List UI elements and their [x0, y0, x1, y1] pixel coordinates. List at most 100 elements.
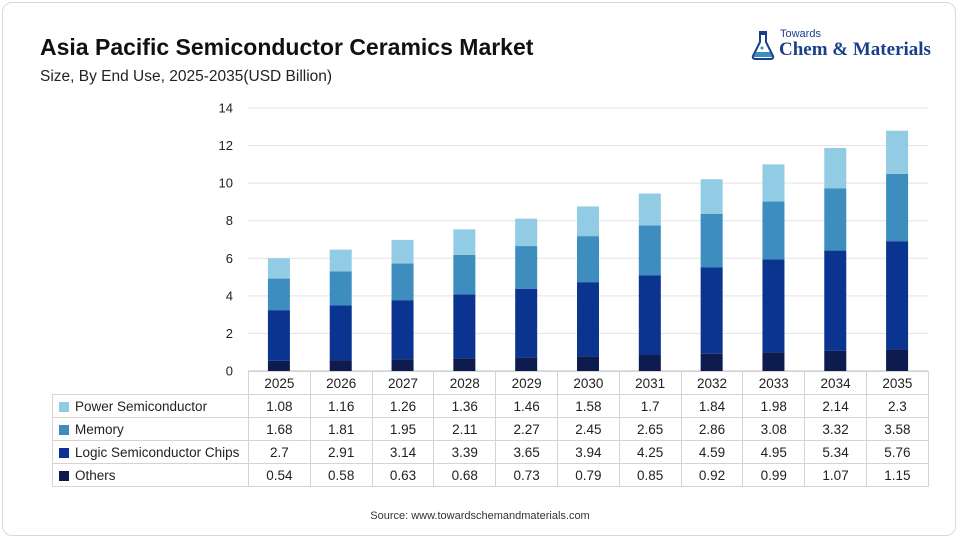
data-label: 0.54: [248, 463, 311, 487]
bar-segment: [824, 250, 847, 351]
x-tick-label: 2026: [309, 371, 373, 395]
data-label: 1.15: [865, 463, 929, 487]
x-tick-label: 2031: [618, 371, 682, 395]
bar-segment: [329, 271, 352, 306]
data-label: 3.65: [495, 440, 558, 464]
data-label: 2.11: [433, 417, 497, 441]
bar-segment: [886, 349, 909, 371]
data-label: 1.98: [742, 394, 806, 418]
chart-title: Asia Pacific Semiconductor Ceramics Mark…: [40, 34, 534, 60]
flask-icon: [751, 31, 775, 60]
data-label: 0.85: [618, 463, 682, 487]
bar-segment: [638, 193, 661, 226]
bar-segment: [515, 218, 538, 247]
bar-segment: [886, 241, 909, 350]
table-corner: [52, 371, 249, 395]
x-tick-label: 2035: [865, 371, 929, 395]
legend-entry: Logic Semiconductor Chips: [52, 440, 249, 464]
y-tick-label: 14: [219, 101, 233, 116]
bar-segment: [700, 213, 723, 268]
data-label: 5.76: [865, 440, 929, 464]
data-label: 4.25: [618, 440, 682, 464]
data-label: 2.3: [865, 394, 929, 418]
data-label: 1.26: [371, 394, 435, 418]
data-label: 0.79: [556, 463, 620, 487]
x-tick-label: 2029: [495, 371, 558, 395]
brand-logo: Towards Chem & Materials: [750, 28, 940, 68]
bar-segment: [453, 358, 476, 371]
data-label: 0.68: [433, 463, 497, 487]
y-tick-label: 2: [226, 326, 233, 341]
bar-segment: [638, 225, 661, 276]
legend-swatch: [59, 424, 69, 435]
data-label: 2.27: [495, 417, 558, 441]
bar-segment: [762, 352, 785, 371]
bar-segment: [391, 359, 414, 371]
y-tick-label: 8: [226, 213, 233, 228]
bar-segment: [329, 360, 352, 371]
table-header-row: 2025 2026 2027 2028 2029 2030 2031 2032 2033 2034…: [52, 371, 929, 395]
bar-segment: [700, 179, 723, 214]
data-label: 3.14: [371, 440, 435, 464]
bar-segment: [391, 300, 414, 360]
bar-segment: [453, 254, 476, 295]
data-label: 0.92: [680, 463, 744, 487]
data-label: 5.34: [804, 440, 867, 464]
bar-segment: [762, 201, 785, 260]
data-label: 1.68: [248, 417, 311, 441]
table-body: Power Semiconductor 1.08 1.16 1.26 1.36 1.46 1…: [52, 394, 929, 487]
data-label: 2.45: [556, 417, 620, 441]
bar-segment: [700, 353, 723, 371]
y-tick-label: 6: [226, 251, 233, 266]
data-label: 1.95: [371, 417, 435, 441]
bar-segment: [824, 148, 847, 189]
x-tick-label: 2034: [804, 371, 867, 395]
data-label: 1.7: [618, 394, 682, 418]
data-label: 2.86: [680, 417, 744, 441]
logo-line1: Towards: [780, 28, 821, 40]
bar-segment: [267, 360, 290, 371]
bar-segment: [577, 236, 599, 283]
y-tick-label: 10: [219, 176, 233, 191]
data-table: 2025 2026 2027 2028 2029 2030 2031 2032 2033 2034…: [52, 371, 929, 487]
data-label: 1.07: [804, 463, 867, 487]
data-label: 0.99: [742, 463, 806, 487]
bar-segment: [515, 246, 538, 289]
x-tick-label: 2027: [371, 371, 435, 395]
bar-segment: [267, 258, 290, 279]
legend-entry: Power Semiconductor: [52, 394, 249, 418]
bar-segment: [453, 294, 476, 359]
bar-segment: [515, 288, 538, 358]
bar-segment: [824, 188, 847, 251]
data-label: 0.73: [495, 463, 558, 487]
data-label: 1.81: [309, 417, 373, 441]
series-name: Memory: [75, 421, 124, 437]
x-tick-label: 2033: [742, 371, 806, 395]
data-label: 1.36: [433, 394, 497, 418]
bar-segment: [391, 239, 414, 264]
bar-segment: [577, 206, 599, 237]
bar-segment: [577, 282, 599, 357]
series-name: Power Semiconductor: [75, 398, 208, 414]
data-label: 3.94: [556, 440, 620, 464]
x-tick-label: 2032: [680, 371, 744, 395]
data-label: 3.39: [433, 440, 497, 464]
x-tick-label: 2028: [433, 371, 497, 395]
data-label: 2.14: [804, 394, 867, 418]
bar-segment: [267, 278, 290, 311]
data-label: 2.91: [309, 440, 373, 464]
bar-segment: [638, 275, 661, 356]
data-label: 2.65: [618, 417, 682, 441]
data-label: 1.58: [556, 394, 620, 418]
bar-segment: [329, 305, 352, 361]
bar-segment: [577, 356, 599, 371]
data-label: 1.84: [680, 394, 744, 418]
source-note: Source: www.towardschemandmaterials.com: [370, 510, 590, 522]
data-label: 1.08: [248, 394, 311, 418]
bar-segment: [391, 263, 414, 301]
bar-segment: [886, 130, 909, 174]
data-label: 3.58: [865, 417, 929, 441]
chart-subtitle: Size, By End Use, 2025-2035(USD Billion): [40, 68, 333, 85]
